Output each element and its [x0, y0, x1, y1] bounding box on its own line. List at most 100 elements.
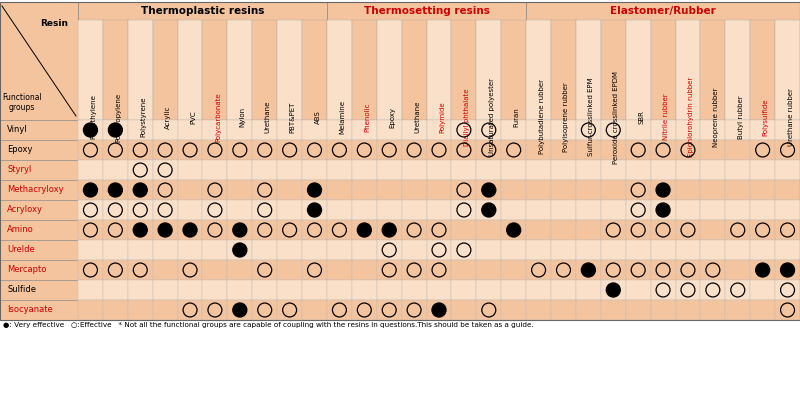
Bar [78, 120, 103, 140]
Bar [402, 20, 426, 120]
Bar [178, 280, 202, 300]
Text: Urethane rubber: Urethane rubber [787, 88, 794, 146]
Bar [402, 220, 426, 240]
Bar [103, 300, 128, 320]
Bar [252, 240, 277, 260]
Bar [476, 220, 502, 240]
Bar [551, 180, 576, 200]
Bar [0, 240, 78, 260]
Circle shape [656, 203, 670, 217]
Bar [327, 180, 352, 200]
Bar [302, 20, 327, 120]
Text: Furan: Furan [514, 107, 520, 127]
Circle shape [382, 223, 396, 237]
Text: Resin: Resin [41, 20, 69, 29]
Bar [128, 240, 153, 260]
Bar [551, 280, 576, 300]
Bar [302, 260, 327, 280]
Bar [252, 280, 277, 300]
Bar [451, 20, 476, 120]
Bar [202, 160, 227, 180]
Text: Methacryloxy: Methacryloxy [7, 185, 64, 195]
Bar [426, 140, 451, 160]
Bar [526, 120, 551, 140]
Bar [377, 120, 402, 140]
Bar [775, 180, 800, 200]
Bar [252, 180, 277, 200]
Bar [476, 240, 502, 260]
Text: Mercapto: Mercapto [7, 266, 46, 274]
Text: Vinyl: Vinyl [7, 125, 28, 134]
Bar [377, 260, 402, 280]
Bar [128, 200, 153, 220]
Bar [352, 220, 377, 240]
Bar [502, 120, 526, 140]
Bar [502, 20, 526, 120]
Bar [252, 300, 277, 320]
Bar [426, 300, 451, 320]
Bar [302, 160, 327, 180]
Bar [526, 180, 551, 200]
Bar [576, 300, 601, 320]
Bar [476, 200, 502, 220]
Circle shape [233, 223, 246, 237]
Bar [551, 160, 576, 180]
Bar [701, 240, 726, 260]
Text: Epoxy: Epoxy [7, 145, 33, 154]
Bar [451, 160, 476, 180]
Bar [302, 280, 327, 300]
Text: Epichlorohydrin rubber: Epichlorohydrin rubber [688, 77, 694, 157]
Bar [178, 260, 202, 280]
Bar [701, 280, 726, 300]
Bar [252, 140, 277, 160]
Bar [227, 120, 252, 140]
Text: Acrylic: Acrylic [165, 105, 171, 129]
Bar [426, 180, 451, 200]
Bar [775, 160, 800, 180]
Text: Diallyl phthalate: Diallyl phthalate [464, 88, 470, 146]
Bar [0, 140, 78, 160]
Bar [726, 20, 750, 120]
Text: Elastomer/Rubber: Elastomer/Rubber [610, 6, 716, 16]
Bar [750, 300, 775, 320]
Bar [128, 180, 153, 200]
Bar [526, 160, 551, 180]
Bar [426, 260, 451, 280]
Text: Neoprene rubber: Neoprene rubber [713, 87, 719, 147]
Bar [352, 200, 377, 220]
Bar [601, 160, 626, 180]
Circle shape [482, 183, 496, 197]
Bar [551, 20, 576, 120]
Bar [0, 2, 78, 120]
Bar [327, 260, 352, 280]
Bar [675, 140, 701, 160]
Bar [202, 200, 227, 220]
Bar [750, 240, 775, 260]
Bar [202, 300, 227, 320]
Bar [526, 240, 551, 260]
Bar [103, 280, 128, 300]
Bar [750, 160, 775, 180]
Text: PVC: PVC [190, 110, 196, 124]
Bar [701, 300, 726, 320]
Bar [402, 280, 426, 300]
Bar [352, 240, 377, 260]
Bar [103, 220, 128, 240]
Bar [402, 240, 426, 260]
Bar [750, 280, 775, 300]
Bar [153, 20, 178, 120]
Bar [103, 20, 128, 120]
Bar [78, 180, 103, 200]
Bar [153, 160, 178, 180]
Bar [402, 120, 426, 140]
Bar [502, 220, 526, 240]
Bar [775, 240, 800, 260]
Bar [476, 160, 502, 180]
Bar [178, 240, 202, 260]
Bar [128, 160, 153, 180]
Text: Polysulfide: Polysulfide [762, 98, 769, 136]
Bar [526, 20, 551, 120]
Bar [327, 140, 352, 160]
Bar [277, 220, 302, 240]
Bar [402, 300, 426, 320]
